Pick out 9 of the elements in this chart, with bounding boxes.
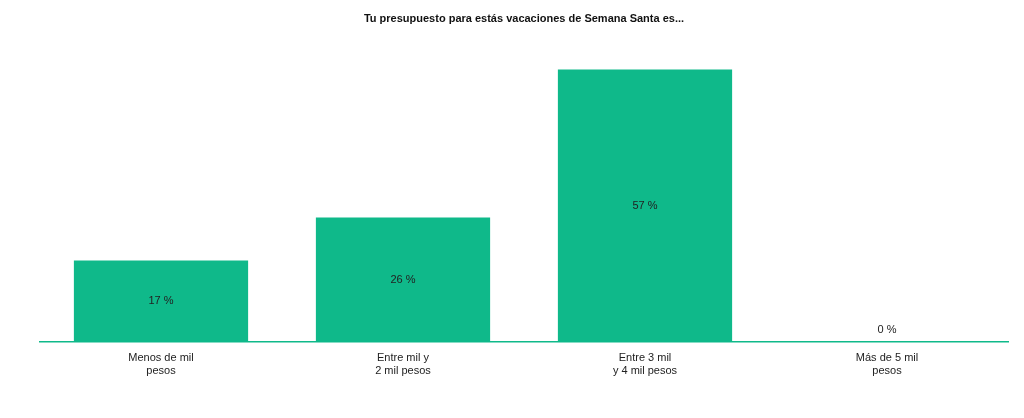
- x-tick-label: Menos de mil pesos: [128, 351, 194, 377]
- data-label: 0 %: [877, 322, 897, 335]
- data-label: 26 %: [390, 272, 416, 285]
- x-tick-label: Entre mil y 2 mil pesos: [375, 351, 432, 377]
- x-tick-label: Entre 3 mil y 4 mil pesos: [612, 351, 678, 377]
- x-tick-label: Más de 5 mil pesos: [855, 351, 919, 377]
- data-label: 17 %: [148, 294, 174, 307]
- chart-title: Tu presupuesto para estás vacaciones de Semana Santa es...: [363, 11, 685, 24]
- data-label: 57 %: [632, 198, 658, 211]
